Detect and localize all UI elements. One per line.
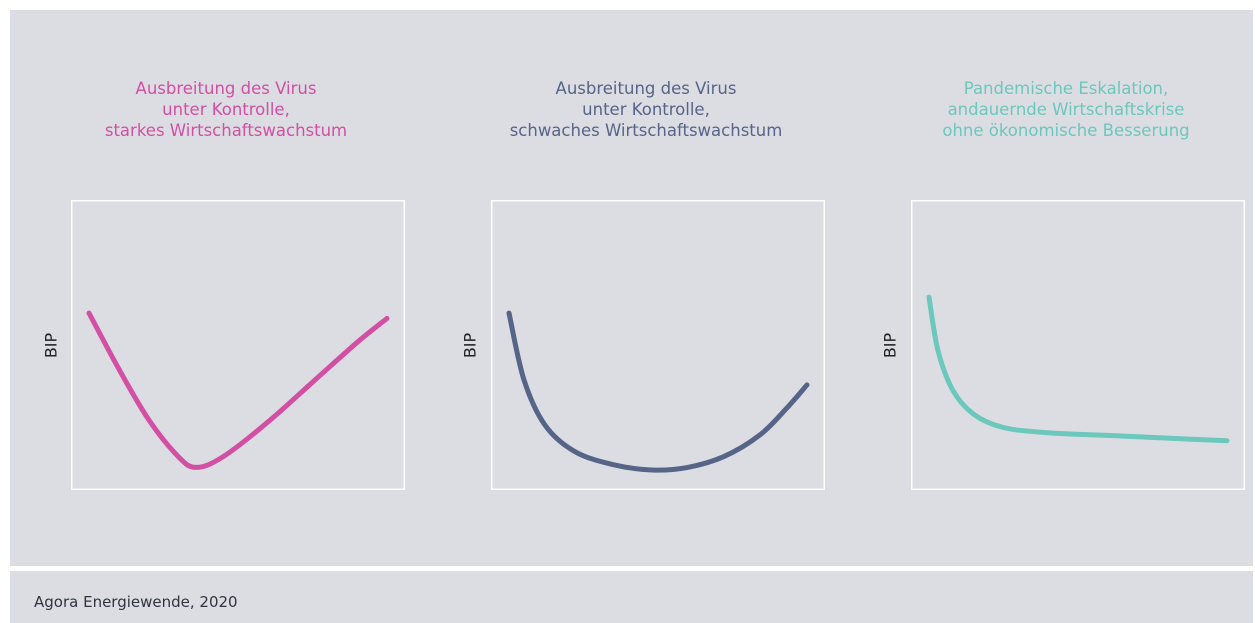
plot-area (491, 200, 825, 490)
plot-area (71, 200, 405, 490)
chart-l-shaped: Pandemische Eskalation, andauernde Wirts… (856, 10, 1255, 566)
chart-panel: Ausbreitung des Virus unter Kontrolle, s… (10, 10, 1253, 566)
chart-title-line: Ausbreitung des Virus (555, 79, 737, 98)
footer: Agora Energiewende, 2020 (10, 571, 1253, 623)
chart-title-line: starkes Wirtschaftswachstum (104, 121, 348, 140)
chart-title: Pandemische Eskalation, andauernde Wirts… (856, 78, 1255, 141)
y-axis-label: BIP (880, 332, 900, 359)
chart-title: Ausbreitung des Virus unter Kontrolle, s… (436, 78, 856, 141)
plot-frame (71, 200, 405, 490)
gdp-series-line (506, 310, 810, 473)
chart-title-line: unter Kontrolle, (582, 100, 710, 119)
source-credit: Agora Energiewende, 2020 (34, 593, 238, 611)
y-axis-label: BIP (460, 332, 480, 359)
chart-title-line: andauernde Wirtschaftskrise (947, 100, 1185, 119)
chart-title-line: ohne ökonomische Besserung (942, 121, 1190, 140)
chart-title-line: Ausbreitung des Virus (135, 79, 317, 98)
chart-title: Ausbreitung des Virus unter Kontrolle, s… (16, 78, 436, 141)
chart-title-line: Pandemische Eskalation, (963, 79, 1169, 98)
y-axis-label: BIP (41, 332, 61, 359)
plot-area (911, 200, 1245, 490)
chart-u-shaped: Ausbreitung des Virus unter Kontrolle, s… (436, 10, 856, 566)
plot-frame (911, 200, 1245, 490)
gdp-series-line (86, 310, 390, 470)
chart-v-shaped: Ausbreitung des Virus unter Kontrolle, s… (16, 10, 436, 566)
gdp-series-line (926, 294, 1230, 444)
chart-title-line: schwaches Wirtschaftswachstum (509, 121, 783, 140)
chart-title-line: unter Kontrolle, (162, 100, 290, 119)
plot-frame (491, 200, 825, 490)
